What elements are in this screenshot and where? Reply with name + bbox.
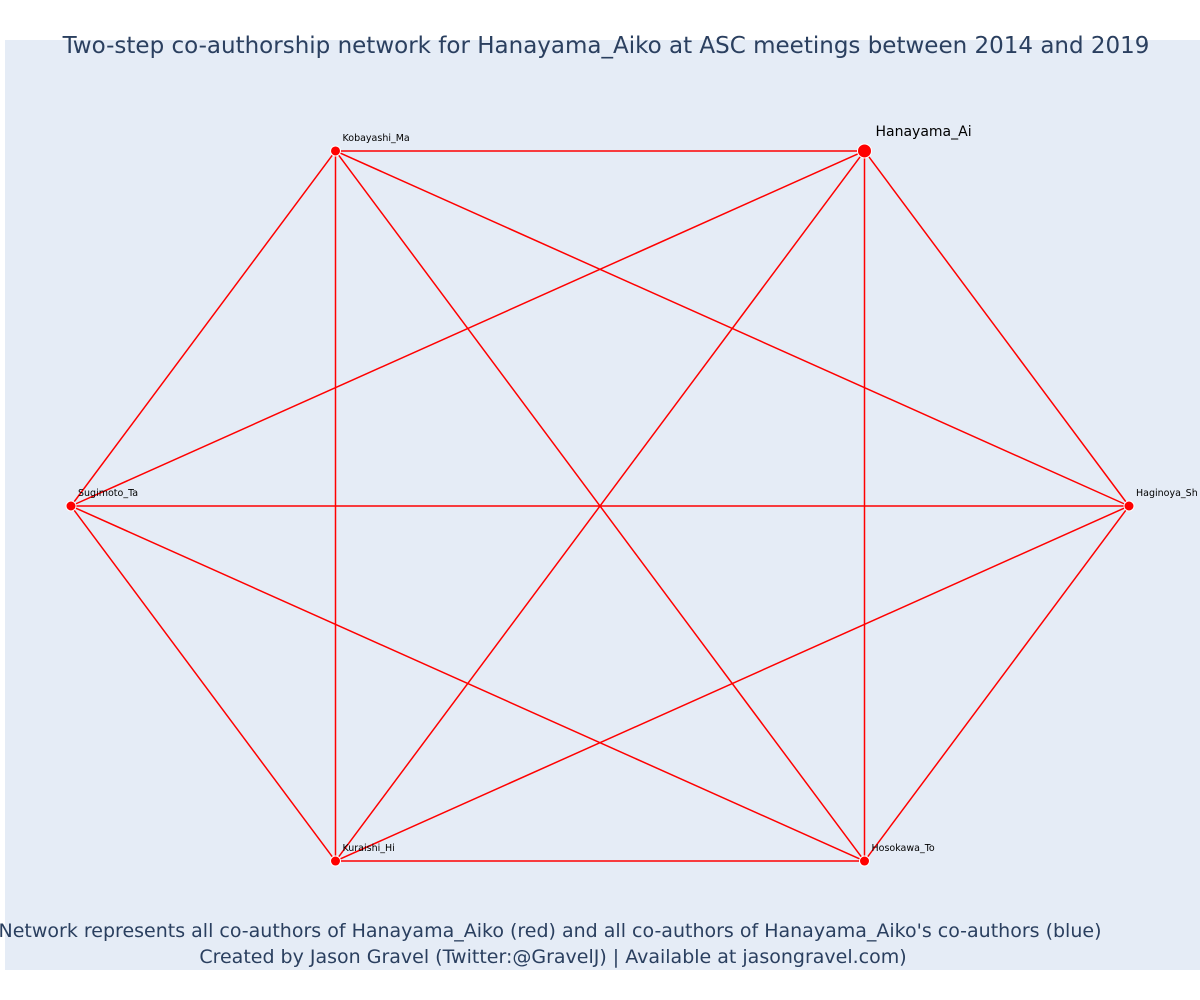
plot-background [5,40,1200,970]
edge-layer [70,150,1130,862]
edge-kuraishi-haginoya [335,505,1130,862]
node-label-hosokawa: Hosokawa_To [872,843,935,854]
edge-sugimoto-hosokawa [70,505,865,862]
edge-hanayama-haginoya [863,150,1130,507]
chart-title: Two-step co-authorship network for Hanay… [62,33,1150,59]
edge-hosokawa-haginoya [863,505,1130,862]
node-label-kobayashi: Kobayashi_Ma [343,133,410,144]
edge-kobayashi-haginoya [335,150,1130,507]
edge-sugimoto-kuraishi [70,505,337,862]
label-layer: Hanayama_Ai Kobayashi_Ma Sugimoto_Ta Kurais… [78,124,1198,854]
node-layer [65,143,1135,867]
node-label-kuraishi: Kuraishi_Hi [343,843,395,854]
node-kuraishi[interactable] [330,855,341,867]
caption-line-1: Network represents all co-authors of Han… [0,920,1101,942]
node-kobayashi[interactable] [330,145,341,157]
node-haginoya[interactable] [1123,500,1135,512]
node-label-hanayama: Hanayama_Ai [876,124,972,140]
node-hosokawa[interactable] [859,855,870,867]
edge-kobayashi-sugimoto [70,150,337,507]
caption-line-2: Created by Jason Gravel (Twitter:@Gravel… [199,946,906,968]
node-label-haginoya: Haginoya_Sh [1136,488,1198,499]
node-label-sugimoto: Sugimoto_Ta [78,488,138,499]
node-hanayama[interactable] [857,143,872,159]
node-sugimoto[interactable] [65,500,77,512]
